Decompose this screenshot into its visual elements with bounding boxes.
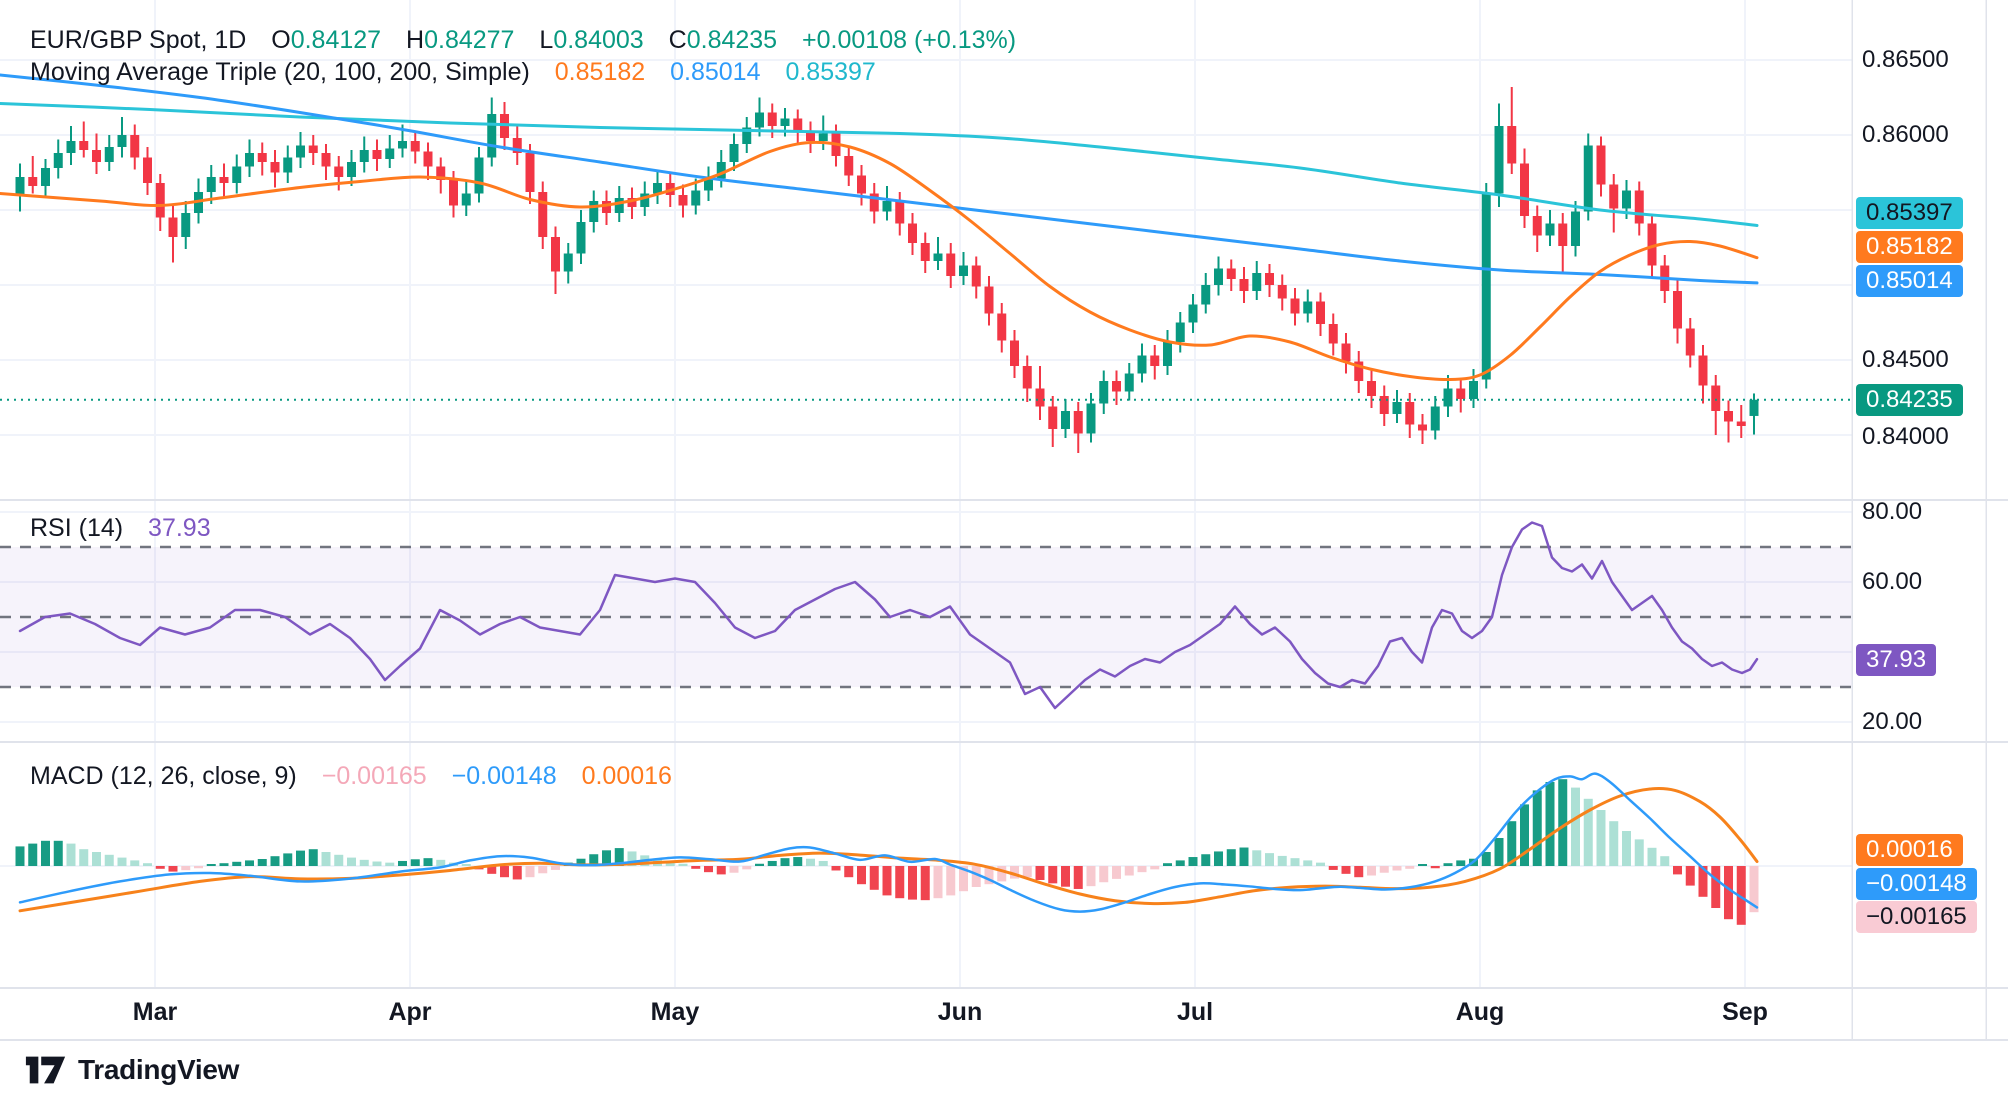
- rsi-band: [0, 545, 1852, 689]
- macd-signal-line: [18, 786, 1759, 913]
- tradingview-logo-text: TradingView: [78, 1054, 240, 1085]
- pane-separators: [0, 0, 2008, 1041]
- ma-20-line: [0, 140, 1759, 382]
- tradingview-logo[interactable]: TradingView: [24, 1052, 239, 1088]
- ma-100-line: [0, 73, 1759, 285]
- rsi-line: [18, 521, 1759, 710]
- macd-line: [18, 772, 1759, 913]
- candlesticks: [15, 87, 1759, 453]
- macd-histogram: [15, 779, 1759, 925]
- tradingview-logo-icon: [25, 1056, 66, 1084]
